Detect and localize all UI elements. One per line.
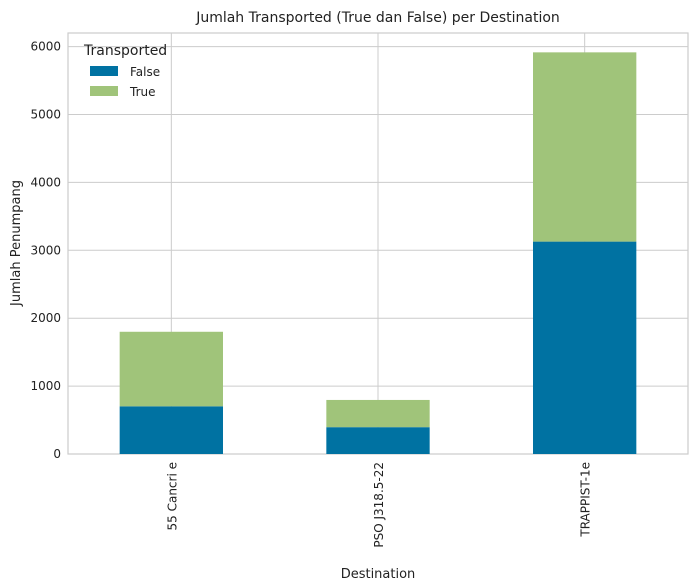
y-tick-label: 3000 — [30, 243, 61, 257]
legend: Transported False True — [83, 43, 167, 99]
legend-swatch-false — [90, 66, 118, 76]
y-tick-label: 5000 — [30, 107, 61, 121]
bar-true-2 — [533, 52, 637, 242]
x-tick-label: PSO J318.5-22 — [372, 462, 386, 548]
legend-label-true: True — [129, 85, 156, 99]
y-tick-label: 2000 — [30, 311, 61, 325]
bar-true-1 — [326, 399, 430, 428]
legend-swatch-true — [90, 86, 118, 96]
x-ticks: 55 Cancri e PSO J318.5-22 TRAPPIST-1e — [165, 462, 592, 548]
legend-title: Transported — [83, 43, 167, 59]
y-tick-label: 6000 — [30, 40, 61, 54]
x-axis-label: Destination — [341, 567, 416, 582]
y-ticks: 0 1000 2000 3000 4000 5000 6000 — [30, 40, 61, 461]
bar-false-0 — [119, 406, 223, 454]
y-tick-label: 4000 — [30, 175, 61, 189]
legend-label-false: False — [130, 65, 160, 79]
x-tick-label: TRAPPIST-1e — [579, 462, 593, 538]
y-axis-label: Jumlah Penumpang — [9, 180, 24, 307]
x-tick-label: 55 Cancri e — [165, 462, 179, 530]
bar-false-2 — [533, 241, 637, 454]
bars — [119, 52, 637, 454]
y-tick-label: 1000 — [30, 379, 61, 393]
bar-true-0 — [119, 331, 223, 407]
bar-false-1 — [326, 427, 430, 454]
y-tick-label: 0 — [53, 447, 61, 461]
chart-title: Jumlah Transported (True dan False) per … — [195, 10, 560, 26]
